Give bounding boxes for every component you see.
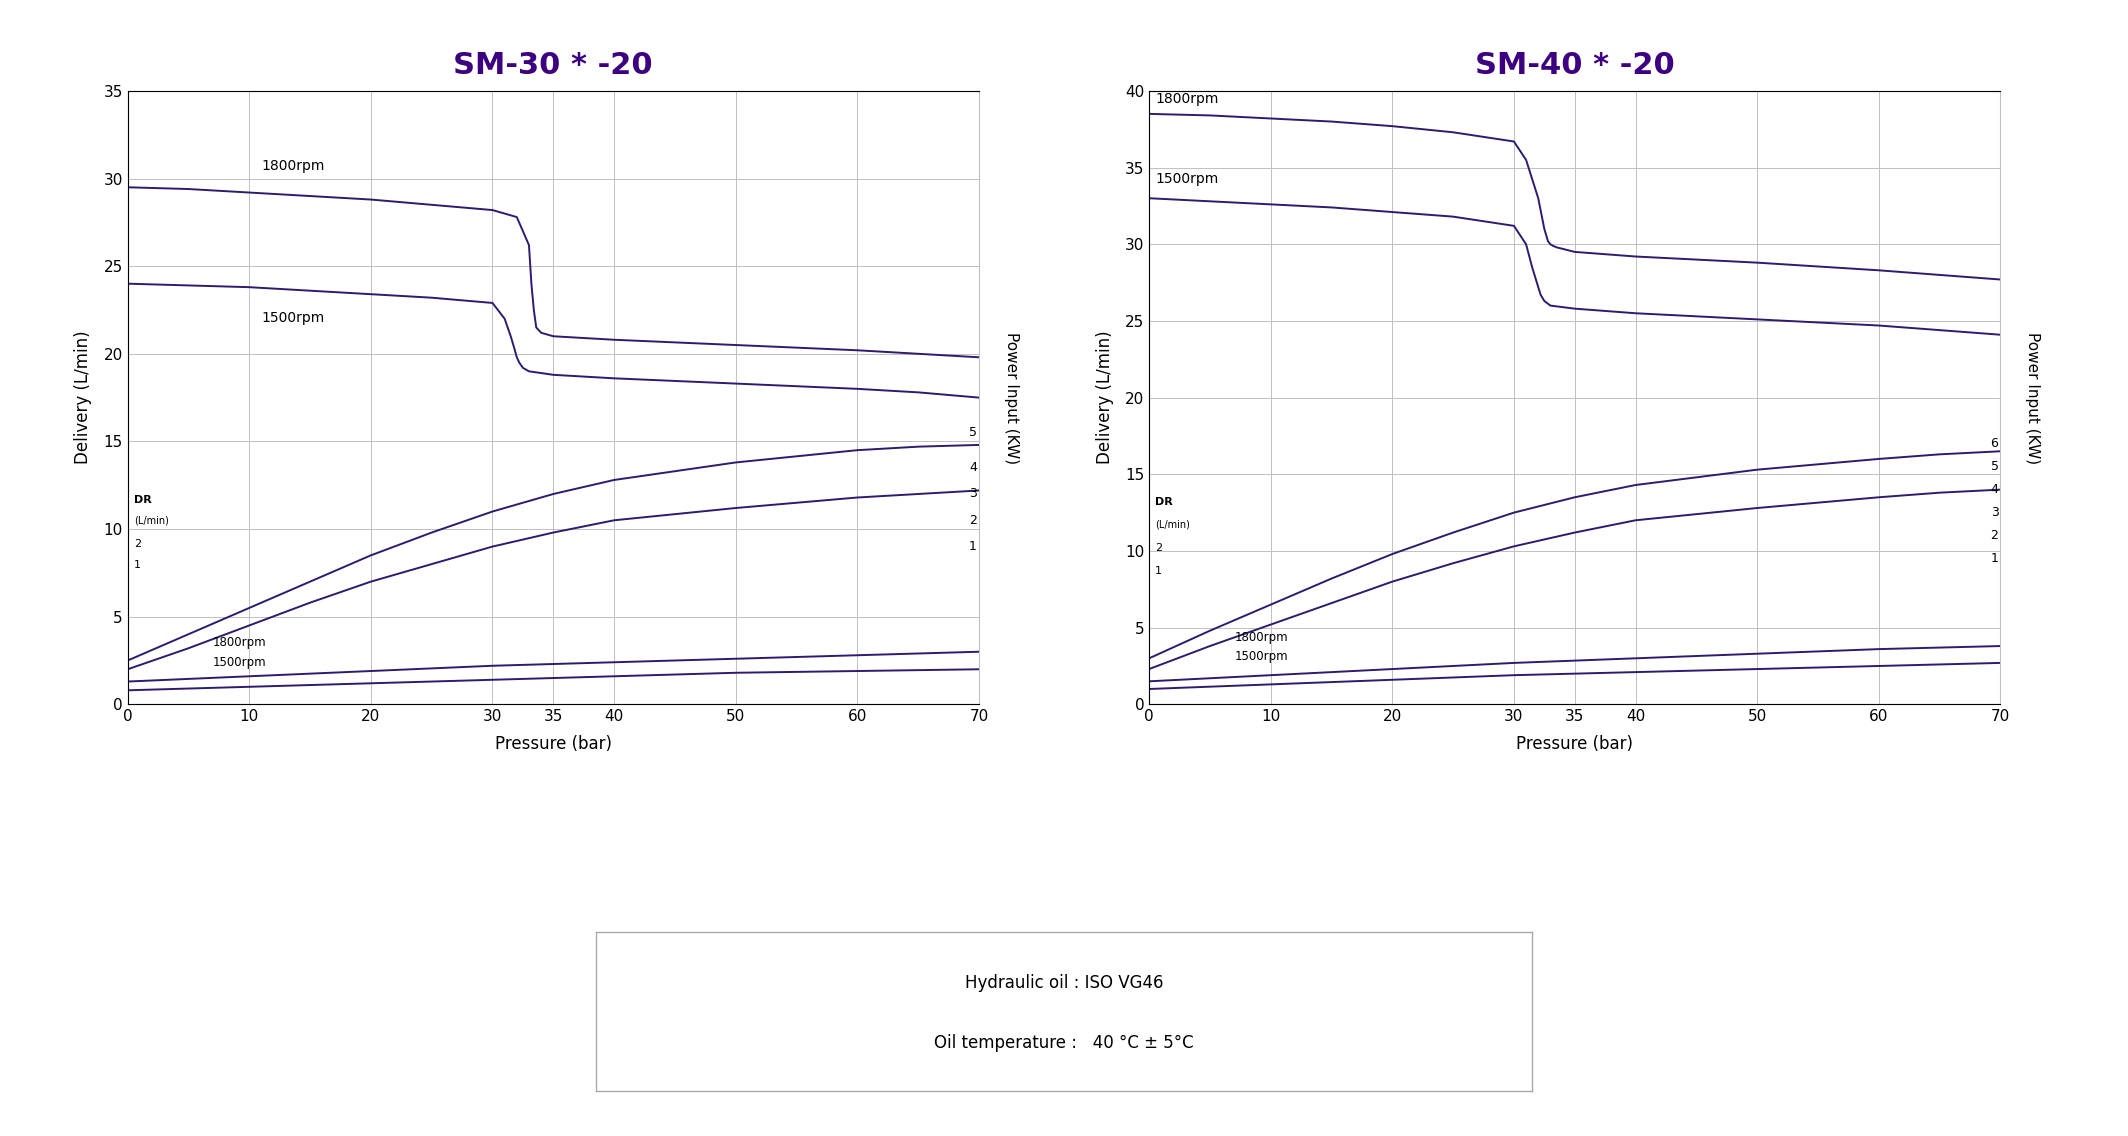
Text: Oil temperature :   40 °C ± 5°C: Oil temperature : 40 °C ± 5°C <box>934 1034 1194 1052</box>
Text: 5: 5 <box>968 426 977 440</box>
Text: 2: 2 <box>134 538 140 549</box>
Text: 1800rpm: 1800rpm <box>213 636 266 650</box>
Y-axis label: Delivery (L/min): Delivery (L/min) <box>74 331 92 465</box>
Text: 1800rpm: 1800rpm <box>1234 632 1287 644</box>
Text: 4: 4 <box>968 461 977 474</box>
Text: 1500rpm: 1500rpm <box>262 311 326 325</box>
Text: 1500rpm: 1500rpm <box>213 655 266 669</box>
Text: 1800rpm: 1800rpm <box>1156 92 1219 106</box>
Text: Testing condition: Testing condition <box>977 871 1151 889</box>
X-axis label: Pressure (bar): Pressure (bar) <box>496 735 611 753</box>
Text: 1: 1 <box>1156 566 1162 576</box>
Title: SM-40 * -20: SM-40 * -20 <box>1475 51 1675 81</box>
Text: 3: 3 <box>968 487 977 501</box>
Text: 5: 5 <box>1990 460 1998 473</box>
Y-axis label: Delivery (L/min): Delivery (L/min) <box>1096 331 1113 465</box>
Y-axis label: Power Input (KW): Power Input (KW) <box>1004 332 1019 463</box>
Text: 1: 1 <box>134 560 140 569</box>
Text: (L/min): (L/min) <box>134 516 168 526</box>
Text: 1500rpm: 1500rpm <box>1156 172 1219 186</box>
Text: (L/min): (L/min) <box>1156 520 1190 531</box>
Text: 3: 3 <box>1990 507 1998 519</box>
Text: 1: 1 <box>1990 552 1998 565</box>
Text: 6: 6 <box>1990 437 1998 450</box>
Title: SM-30 * -20: SM-30 * -20 <box>453 51 653 81</box>
Text: 1500rpm: 1500rpm <box>1234 650 1287 662</box>
Text: 2: 2 <box>968 513 977 527</box>
Text: 4: 4 <box>1990 483 1998 496</box>
Text: DR: DR <box>1156 496 1173 507</box>
Text: 1800rpm: 1800rpm <box>262 159 326 173</box>
Text: 1: 1 <box>968 540 977 553</box>
Text: 2: 2 <box>1990 529 1998 542</box>
Y-axis label: Power Input (KW): Power Input (KW) <box>2026 332 2041 463</box>
Text: 2: 2 <box>1156 543 1162 553</box>
Text: Hydraulic oil : ISO VG46: Hydraulic oil : ISO VG46 <box>964 974 1164 992</box>
X-axis label: Pressure (bar): Pressure (bar) <box>1517 735 1632 753</box>
Text: DR: DR <box>134 495 151 504</box>
